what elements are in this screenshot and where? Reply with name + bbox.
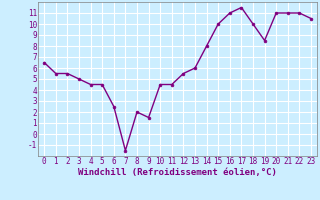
X-axis label: Windchill (Refroidissement éolien,°C): Windchill (Refroidissement éolien,°C) [78, 168, 277, 177]
